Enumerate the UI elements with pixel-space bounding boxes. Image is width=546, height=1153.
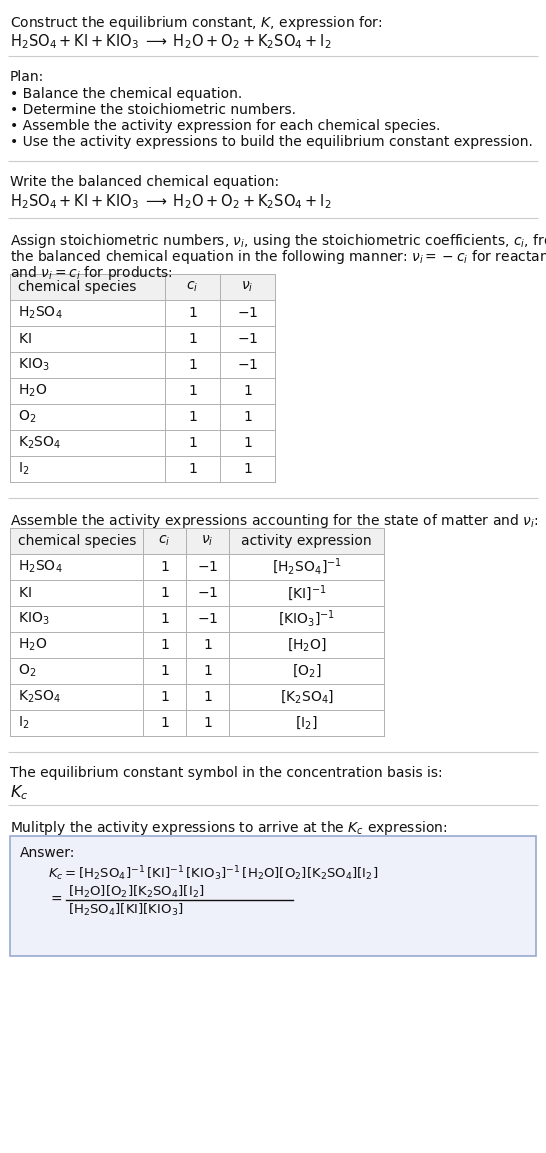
Text: $\nu_i$: $\nu_i$ (201, 534, 213, 548)
Text: 1: 1 (160, 612, 169, 626)
Text: $-1$: $-1$ (197, 612, 218, 626)
Bar (10, 404, 275, 430)
Text: $[\mathrm{I_2}]$: $[\mathrm{I_2}]$ (295, 715, 318, 731)
Bar (10, 455, 275, 482)
Text: 1: 1 (160, 586, 169, 600)
Bar (10, 580, 384, 606)
Text: • Determine the stoichiometric numbers.: • Determine the stoichiometric numbers. (10, 103, 296, 116)
Text: $\mathrm{I_2}$: $\mathrm{I_2}$ (18, 715, 29, 731)
Text: $-1$: $-1$ (237, 306, 258, 321)
Text: $-1$: $-1$ (237, 357, 258, 372)
Text: $\mathrm{I_2}$: $\mathrm{I_2}$ (18, 461, 29, 477)
Text: $\mathrm{KIO_3}$: $\mathrm{KIO_3}$ (18, 611, 50, 627)
Text: $[\mathrm{H_2SO_4}]^{-1}$: $[\mathrm{H_2SO_4}]^{-1}$ (271, 557, 341, 578)
Text: 1: 1 (188, 462, 197, 476)
Text: Plan:: Plan: (10, 70, 44, 84)
Text: $\mathrm{H_2SO_4}$: $\mathrm{H_2SO_4}$ (18, 304, 63, 322)
Text: $[\mathrm{KIO_3}]^{-1}$: $[\mathrm{KIO_3}]^{-1}$ (278, 609, 335, 630)
Text: 1: 1 (243, 384, 252, 398)
Text: and $\nu_i = c_i$ for products:: and $\nu_i = c_i$ for products: (10, 264, 173, 282)
Text: $K_c$: $K_c$ (10, 783, 28, 801)
Text: • Balance the chemical equation.: • Balance the chemical equation. (10, 86, 242, 101)
Text: $\mathrm{KI}$: $\mathrm{KI}$ (18, 332, 32, 346)
Text: $[\mathrm{H_2SO_4}][\mathrm{KI}][\mathrm{KIO_3}]$: $[\mathrm{H_2SO_4}][\mathrm{KI}][\mathrm… (68, 902, 183, 918)
Text: chemical species: chemical species (18, 534, 136, 548)
Text: $[\mathrm{H_2O}]$: $[\mathrm{H_2O}]$ (287, 636, 327, 654)
Bar (10, 300, 275, 326)
Bar (10, 430, 275, 455)
Text: chemical species: chemical species (18, 280, 136, 294)
Text: $\mathrm{O_2}$: $\mathrm{O_2}$ (18, 409, 36, 425)
Text: $\mathrm{H_2O}$: $\mathrm{H_2O}$ (18, 636, 48, 654)
Bar (10, 352, 275, 378)
Bar (10, 553, 384, 580)
Bar (10, 326, 275, 352)
Text: $[\mathrm{KI}]^{-1}$: $[\mathrm{KI}]^{-1}$ (287, 583, 327, 603)
Text: $c_i$: $c_i$ (158, 534, 171, 548)
Text: the balanced chemical equation in the following manner: $\nu_i = -c_i$ for react: the balanced chemical equation in the fo… (10, 248, 546, 266)
Bar (10, 528, 384, 553)
Text: Assemble the activity expressions accounting for the state of matter and $\nu_i$: Assemble the activity expressions accoun… (10, 512, 538, 530)
Text: $-1$: $-1$ (197, 560, 218, 574)
Text: 1: 1 (203, 716, 212, 730)
Text: 1: 1 (188, 332, 197, 346)
Text: Mulitply the activity expressions to arrive at the $K_c$ expression:: Mulitply the activity expressions to arr… (10, 819, 447, 837)
Text: $[\mathrm{H_2O}][\mathrm{O_2}][\mathrm{K_2SO_4}][\mathrm{I_2}]$: $[\mathrm{H_2O}][\mathrm{O_2}][\mathrm{K… (68, 884, 204, 900)
Text: • Use the activity expressions to build the equilibrium constant expression.: • Use the activity expressions to build … (10, 135, 533, 149)
Text: $\mathrm{H_2O}$: $\mathrm{H_2O}$ (18, 383, 48, 399)
Text: The equilibrium constant symbol in the concentration basis is:: The equilibrium constant symbol in the c… (10, 766, 443, 779)
Bar (10, 274, 275, 300)
Text: $\mathrm{O_2}$: $\mathrm{O_2}$ (18, 663, 36, 679)
Text: 1: 1 (188, 306, 197, 321)
Text: $-1$: $-1$ (237, 332, 258, 346)
Text: $=$: $=$ (48, 891, 63, 905)
Text: 1: 1 (160, 560, 169, 574)
Text: 1: 1 (160, 716, 169, 730)
Text: 1: 1 (160, 664, 169, 678)
Text: • Assemble the activity expression for each chemical species.: • Assemble the activity expression for e… (10, 119, 441, 133)
Text: $\mathrm{K_2SO_4}$: $\mathrm{K_2SO_4}$ (18, 688, 61, 706)
Text: 1: 1 (243, 462, 252, 476)
Text: 1: 1 (188, 357, 197, 372)
Text: 1: 1 (160, 689, 169, 704)
Text: 1: 1 (203, 689, 212, 704)
Text: $[\mathrm{O_2}]$: $[\mathrm{O_2}]$ (292, 663, 321, 679)
Text: $\mathrm{H_2SO_4 + KI + KIO_3 \;\longrightarrow\; H_2O + O_2 + K_2SO_4 + I_2}$: $\mathrm{H_2SO_4 + KI + KIO_3 \;\longrig… (10, 32, 331, 51)
Bar (10, 606, 384, 632)
Bar (10, 710, 384, 736)
Text: $\mathrm{KIO_3}$: $\mathrm{KIO_3}$ (18, 356, 50, 374)
Text: 1: 1 (203, 638, 212, 651)
Text: Construct the equilibrium constant, $K$, expression for:: Construct the equilibrium constant, $K$,… (10, 14, 383, 32)
Text: Write the balanced chemical equation:: Write the balanced chemical equation: (10, 175, 279, 189)
Text: $\mathrm{KI}$: $\mathrm{KI}$ (18, 586, 32, 600)
Text: Assign stoichiometric numbers, $\nu_i$, using the stoichiometric coefficients, $: Assign stoichiometric numbers, $\nu_i$, … (10, 232, 546, 250)
Text: 1: 1 (243, 436, 252, 450)
Bar (10, 684, 384, 710)
Text: $[\mathrm{K_2SO_4}]$: $[\mathrm{K_2SO_4}]$ (280, 688, 334, 706)
Text: $-1$: $-1$ (197, 586, 218, 600)
Text: $\mathrm{H_2SO_4 + KI + KIO_3 \;\longrightarrow\; H_2O + O_2 + K_2SO_4 + I_2}$: $\mathrm{H_2SO_4 + KI + KIO_3 \;\longrig… (10, 193, 331, 211)
Text: $\nu_i$: $\nu_i$ (241, 280, 254, 294)
Text: $\mathrm{H_2SO_4}$: $\mathrm{H_2SO_4}$ (18, 559, 63, 575)
Bar (10, 378, 275, 404)
FancyBboxPatch shape (10, 836, 536, 956)
Text: 1: 1 (243, 410, 252, 424)
Text: 1: 1 (188, 384, 197, 398)
Bar (10, 632, 384, 658)
Text: $c_i$: $c_i$ (186, 280, 199, 294)
Text: $K_c = [\mathrm{H_2SO_4}]^{-1}\,[\mathrm{KI}]^{-1}\,[\mathrm{KIO_3}]^{-1}\,[\mat: $K_c = [\mathrm{H_2SO_4}]^{-1}\,[\mathrm… (48, 864, 378, 883)
Text: 1: 1 (188, 410, 197, 424)
Text: 1: 1 (188, 436, 197, 450)
Text: $\mathrm{K_2SO_4}$: $\mathrm{K_2SO_4}$ (18, 435, 61, 451)
Text: Answer:: Answer: (20, 846, 75, 860)
Text: activity expression: activity expression (241, 534, 372, 548)
Text: 1: 1 (203, 664, 212, 678)
Bar (10, 658, 384, 684)
Text: 1: 1 (160, 638, 169, 651)
